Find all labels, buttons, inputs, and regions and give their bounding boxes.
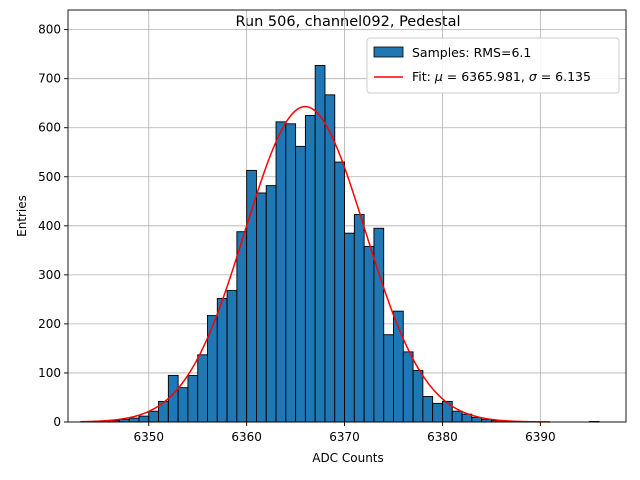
y-tick-label: 200 (38, 317, 61, 331)
y-tick-label: 400 (38, 219, 61, 233)
legend-fit-prefix: Fit: (412, 69, 435, 84)
x-axis-ticks: 6350 6360 6370 6380 6390 (133, 422, 556, 444)
histogram-bar (295, 145, 306, 423)
histogram-bar (265, 185, 277, 423)
legend-histogram-swatch (373, 46, 404, 58)
histogram-bar (226, 290, 238, 423)
histogram-bar (383, 334, 394, 423)
histogram-bar (344, 232, 355, 423)
legend-fit-mu-value: = 6365.981, (443, 69, 529, 84)
histogram-bar (236, 231, 248, 423)
x-tick-label: 6380 (427, 430, 458, 444)
y-tick-label: 700 (38, 72, 61, 86)
histogram-bar (324, 94, 336, 423)
y-tick-label: 600 (38, 121, 61, 135)
histogram-bar (412, 370, 424, 423)
x-axis-label: ADC Counts (312, 451, 384, 465)
y-axis-label: Entries (15, 195, 29, 237)
plot-frame (67, 9, 627, 423)
y-tick-label: 800 (38, 23, 61, 37)
legend-fit-sigma-value: = 6.135 (537, 69, 591, 84)
legend-fit-label: Fit: μ = 6365.981, σ = 6.135 (412, 69, 591, 84)
histogram-bar (148, 410, 160, 423)
y-axis-ticks: 0 100 200 300 400 500 600 700 800 (38, 23, 68, 429)
fit-curve (80, 105, 551, 423)
histogram-bar (275, 121, 287, 423)
histogram-bar (353, 214, 365, 423)
histogram-bar (128, 417, 140, 423)
histogram-bar (304, 115, 316, 423)
x-tick-label: 6350 (133, 430, 164, 444)
legend-box (366, 37, 620, 94)
histogram-bar (471, 417, 483, 423)
histogram-bar (197, 354, 208, 423)
histogram-bars (89, 64, 600, 423)
histogram-bar (177, 387, 189, 423)
legend-histogram-label: Samples: RMS=6.1 (412, 45, 531, 60)
histogram-bar (373, 227, 385, 423)
histogram-bar (334, 161, 346, 423)
histogram-bar (451, 410, 463, 423)
legend-fit-sigma-symbol: σ (529, 69, 538, 84)
histogram-bar (255, 192, 267, 423)
x-tick-label: 6390 (525, 430, 556, 444)
legend: Samples: RMS=6.1 Fit: μ = 6365.981, σ = … (366, 37, 620, 94)
histogram-bar (216, 297, 228, 423)
x-tick-label: 6370 (329, 430, 360, 444)
histogram-bar (314, 64, 326, 423)
histogram-bar (363, 245, 375, 423)
histogram-bar (187, 374, 199, 423)
histogram-bar (138, 415, 150, 423)
histogram-bar (432, 402, 443, 423)
legend-fit-mu-symbol: μ (434, 69, 443, 84)
chart-title: Run 506, channel092, Pedestal (235, 14, 460, 30)
histogram-bar (207, 315, 218, 423)
y-tick-label: 300 (38, 268, 61, 282)
y-tick-label: 500 (38, 170, 61, 184)
histogram-bar (402, 351, 414, 423)
x-tick-label: 6360 (231, 430, 262, 444)
histogram-bar (422, 396, 434, 423)
histogram-bar (167, 374, 179, 423)
y-tick-label: 0 (53, 415, 61, 429)
histogram-bar (285, 123, 297, 423)
y-tick-label: 100 (38, 366, 61, 380)
